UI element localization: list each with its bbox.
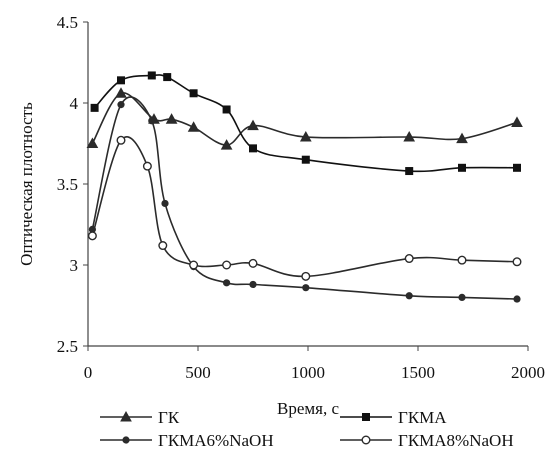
data-point <box>86 137 99 148</box>
data-point <box>511 116 523 127</box>
legend-marker <box>120 410 132 422</box>
data-point <box>404 254 414 264</box>
data-point <box>158 241 168 251</box>
data-point <box>165 113 178 124</box>
x-tick-label: 2000 <box>511 363 545 382</box>
legend-marker <box>122 436 130 444</box>
data-point <box>405 167 414 176</box>
x-tick-label: 0 <box>84 363 93 382</box>
legend-label: ГКМА6%NaOH <box>158 431 274 450</box>
legend-label: ГКМА <box>398 408 447 427</box>
data-point <box>249 280 257 289</box>
legend-label: ГКМА8%NaOH <box>398 431 514 450</box>
y-axis-ticks: 2.5 3 3.5 4 4.5 <box>57 13 88 356</box>
data-point <box>456 132 468 144</box>
data-point <box>90 103 99 112</box>
series-line <box>91 96 518 300</box>
legend-label: ГК <box>158 408 180 427</box>
legend-item-4: ГКМА8%NaOH <box>340 431 514 450</box>
data-point <box>222 105 231 114</box>
data-point <box>142 161 152 171</box>
y-tick-label: 2.5 <box>57 337 78 356</box>
legend: ГК ГКМА ГКМА6%NaOH ГКМА8%NaOH <box>100 408 514 450</box>
y-tick-label: 4 <box>70 94 79 113</box>
data-point <box>301 271 311 281</box>
data-point <box>115 87 127 98</box>
x-tick-label: 1500 <box>401 363 435 382</box>
series-2 <box>90 71 521 176</box>
x-axis-title: Время, с <box>277 399 339 418</box>
data-point <box>220 139 233 150</box>
series-layer <box>86 71 523 303</box>
data-point <box>301 155 310 164</box>
data-point <box>117 101 125 109</box>
x-tick-label: 1000 <box>291 363 325 382</box>
series-3 <box>88 96 521 303</box>
data-point <box>405 292 413 300</box>
data-point <box>222 260 232 270</box>
legend-marker <box>362 413 370 421</box>
data-point <box>148 117 156 125</box>
data-point <box>163 73 172 82</box>
data-point <box>458 163 466 172</box>
data-point <box>147 71 156 80</box>
x-tick-label: 500 <box>185 363 211 382</box>
data-point <box>403 130 416 142</box>
data-point <box>248 258 258 268</box>
data-point <box>223 279 231 287</box>
legend-marker <box>361 435 371 445</box>
data-point <box>247 119 259 131</box>
series-4 <box>87 135 522 281</box>
data-point <box>458 293 466 301</box>
y-axis-title: Оптическая плотность <box>17 102 36 266</box>
y-tick-label: 3 <box>70 256 79 275</box>
data-point <box>457 255 467 265</box>
x-axis-ticks: 0 500 1000 1500 2000 <box>84 346 545 382</box>
legend-item-1: ГК <box>100 408 180 427</box>
data-point <box>513 163 521 172</box>
y-tick-label: 3.5 <box>57 175 78 194</box>
data-point <box>161 199 169 208</box>
data-point <box>117 76 125 85</box>
legend-item-2: ГКМА <box>340 408 447 427</box>
data-point <box>189 260 199 270</box>
data-point <box>512 257 522 267</box>
data-point <box>299 130 312 142</box>
data-point <box>302 284 310 292</box>
data-point <box>87 231 97 241</box>
y-tick-label: 4.5 <box>57 13 78 32</box>
legend-item-3: ГКМА6%NaOH <box>100 431 274 450</box>
data-point <box>513 295 521 303</box>
data-point <box>189 89 198 98</box>
data-point <box>249 144 257 153</box>
data-point <box>116 135 126 145</box>
data-point <box>187 121 200 132</box>
